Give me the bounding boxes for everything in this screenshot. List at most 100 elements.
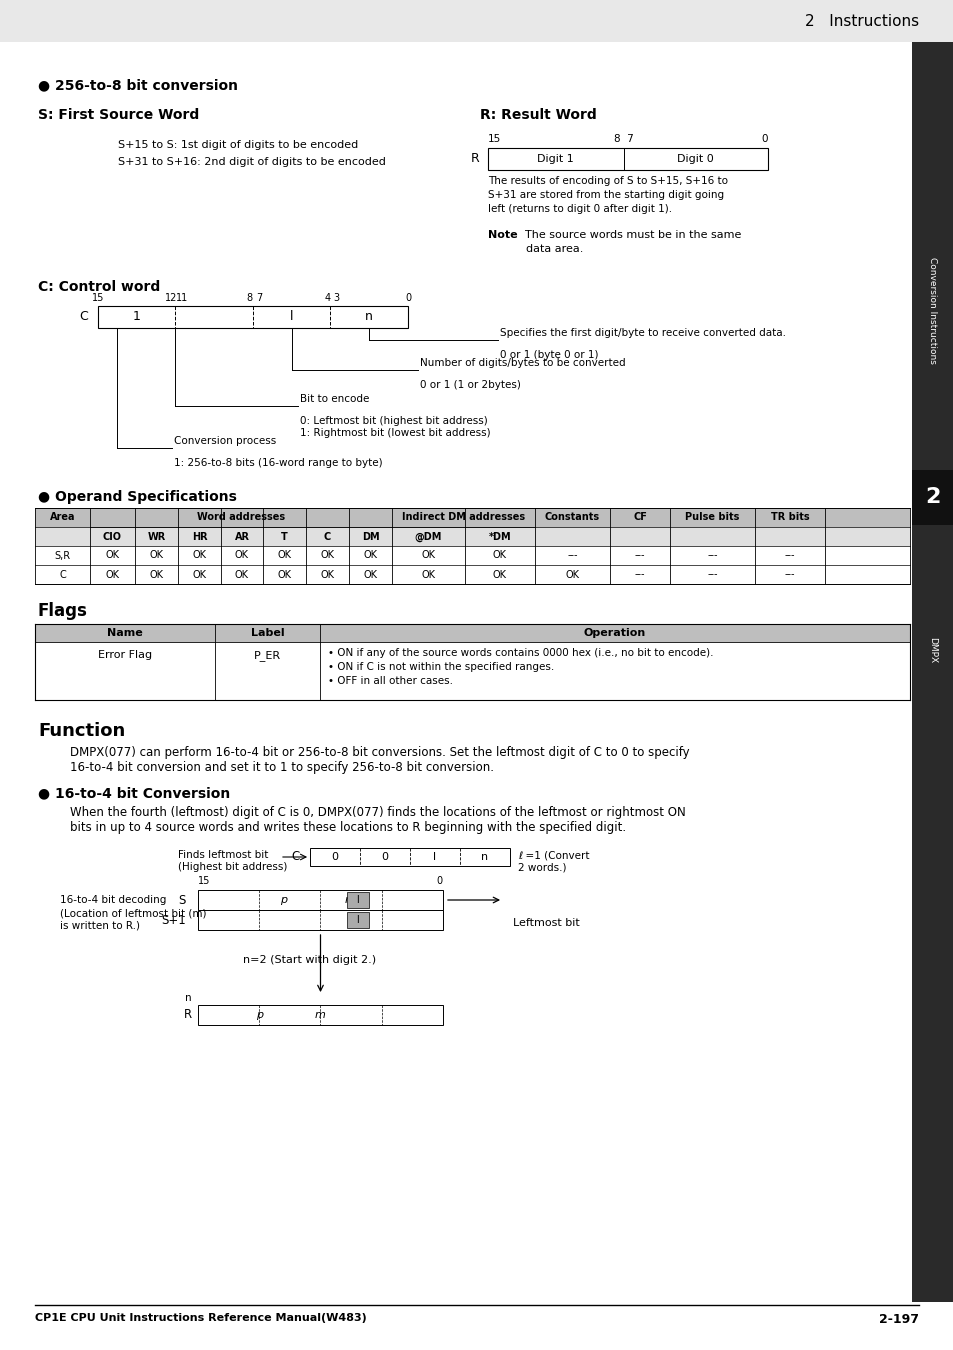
Text: OK: OK xyxy=(234,570,249,579)
Bar xyxy=(488,148,767,170)
Text: ---: --- xyxy=(784,570,795,579)
Text: Function: Function xyxy=(38,722,125,740)
Text: 2 words.): 2 words.) xyxy=(517,863,566,872)
Bar xyxy=(98,306,408,328)
Text: Pulse bits: Pulse bits xyxy=(684,513,739,522)
Text: 0: 0 xyxy=(436,876,442,886)
Text: 2   Instructions: 2 Instructions xyxy=(804,14,918,28)
Text: OK: OK xyxy=(363,551,377,560)
Text: 0 or 1 (byte 0 or 1): 0 or 1 (byte 0 or 1) xyxy=(499,350,598,360)
Text: R: R xyxy=(184,1008,192,1022)
Text: Name: Name xyxy=(107,628,143,639)
Text: 11: 11 xyxy=(175,293,188,302)
Text: OK: OK xyxy=(421,570,435,579)
Text: Specifies the first digit/byte to receive converted data.: Specifies the first digit/byte to receiv… xyxy=(499,328,785,338)
Text: OK: OK xyxy=(493,570,506,579)
Text: DM: DM xyxy=(361,532,379,541)
Text: n: n xyxy=(185,994,192,1003)
Text: 15: 15 xyxy=(91,293,104,302)
Bar xyxy=(198,890,442,910)
Text: CP1E CPU Unit Instructions Reference Manual(W483): CP1E CPU Unit Instructions Reference Man… xyxy=(35,1314,366,1323)
Text: Error Flag: Error Flag xyxy=(98,649,152,660)
Text: 0: 0 xyxy=(760,134,767,144)
Text: S+31 to S+16: 2nd digit of digits to be encoded: S+31 to S+16: 2nd digit of digits to be … xyxy=(118,157,385,167)
Text: S,R: S,R xyxy=(54,551,71,560)
Text: The source words must be in the same: The source words must be in the same xyxy=(517,230,740,240)
Text: S: First Source Word: S: First Source Word xyxy=(38,108,199,122)
Text: bits in up to 4 source words and writes these locations to R beginning with the : bits in up to 4 source words and writes … xyxy=(70,821,625,834)
Text: ● Operand Specifications: ● Operand Specifications xyxy=(38,490,236,504)
Text: 2: 2 xyxy=(924,487,940,508)
Text: S+1: S+1 xyxy=(161,914,186,926)
Bar xyxy=(911,470,953,525)
Text: m: m xyxy=(344,895,355,905)
Bar xyxy=(310,848,510,865)
Text: TR bits: TR bits xyxy=(770,513,808,522)
Text: data area.: data area. xyxy=(525,244,583,254)
Text: m: m xyxy=(314,1010,326,1021)
Text: Note: Note xyxy=(488,230,517,240)
Text: Conversion Instructions: Conversion Instructions xyxy=(927,256,937,363)
Text: 2-197: 2-197 xyxy=(878,1314,918,1326)
Text: ● 256-to-8 bit conversion: ● 256-to-8 bit conversion xyxy=(38,78,237,92)
Bar xyxy=(0,0,953,42)
Text: ---: --- xyxy=(784,551,795,560)
Text: 16-to-4 bit decoding: 16-to-4 bit decoding xyxy=(60,895,166,905)
Bar xyxy=(347,913,369,927)
Text: OK: OK xyxy=(277,570,292,579)
Text: 1: 256-to-8 bits (16-word range to byte): 1: 256-to-8 bits (16-word range to byte) xyxy=(173,458,382,468)
Text: OK: OK xyxy=(363,570,377,579)
Text: OK: OK xyxy=(320,551,335,560)
Text: OK: OK xyxy=(320,570,335,579)
Text: Digit 0: Digit 0 xyxy=(676,154,713,163)
Text: R: Result Word: R: Result Word xyxy=(479,108,597,122)
Text: DMPX(077) can perform 16-to-4 bit or 256-to-8 bit conversions. Set the leftmost : DMPX(077) can perform 16-to-4 bit or 256… xyxy=(70,747,689,759)
Text: WR: WR xyxy=(147,532,166,541)
Text: Flags: Flags xyxy=(38,602,88,620)
Text: OK: OK xyxy=(106,570,119,579)
Text: Number of digits/bytes to be converted: Number of digits/bytes to be converted xyxy=(419,358,625,369)
Text: CF: CF xyxy=(633,513,646,522)
Text: ● 16-to-4 bit Conversion: ● 16-to-4 bit Conversion xyxy=(38,786,230,801)
Bar xyxy=(35,508,909,526)
Text: S: S xyxy=(178,894,186,906)
Text: 8: 8 xyxy=(247,293,253,302)
Text: 3: 3 xyxy=(334,293,339,302)
Text: p: p xyxy=(280,895,287,905)
Text: HR: HR xyxy=(192,532,207,541)
Text: • OFF in all other cases.: • OFF in all other cases. xyxy=(328,676,453,686)
Text: C: C xyxy=(79,310,88,324)
Text: 0: Leftmost bit (highest bit address): 0: Leftmost bit (highest bit address) xyxy=(299,416,487,427)
Text: 7: 7 xyxy=(255,293,262,302)
Text: 4: 4 xyxy=(324,293,330,302)
Text: 0: 0 xyxy=(331,852,338,863)
Text: Leftmost bit: Leftmost bit xyxy=(513,918,579,927)
Text: ℓ =1 (Convert: ℓ =1 (Convert xyxy=(517,850,589,860)
Bar xyxy=(347,892,369,909)
Text: Constants: Constants xyxy=(544,513,599,522)
Text: n: n xyxy=(481,852,488,863)
Text: OK: OK xyxy=(150,551,163,560)
Text: p: p xyxy=(255,1010,262,1021)
Text: ---: --- xyxy=(706,551,717,560)
Text: C: C xyxy=(59,570,66,579)
Text: OK: OK xyxy=(565,570,578,579)
Text: S+15 to S: 1st digit of digits to be encoded: S+15 to S: 1st digit of digits to be enc… xyxy=(118,140,358,150)
Text: l: l xyxy=(356,915,359,925)
Text: 15: 15 xyxy=(198,876,211,886)
Text: (Highest bit address): (Highest bit address) xyxy=(178,863,287,872)
Text: Area: Area xyxy=(50,513,75,522)
Text: 16-to-4 bit conversion and set it to 1 to specify 256-to-8 bit conversion.: 16-to-4 bit conversion and set it to 1 t… xyxy=(70,761,494,774)
Text: 0: 0 xyxy=(381,852,388,863)
Text: C: Control word: C: Control word xyxy=(38,279,160,294)
Text: ---: --- xyxy=(634,570,644,579)
Text: *DM: *DM xyxy=(488,532,511,541)
Text: 1: Rightmost bit (lowest bit address): 1: Rightmost bit (lowest bit address) xyxy=(299,428,490,437)
Text: Label: Label xyxy=(251,628,284,639)
Text: OK: OK xyxy=(277,551,292,560)
Text: 15: 15 xyxy=(488,134,500,144)
Text: 12: 12 xyxy=(165,293,177,302)
Bar xyxy=(35,624,909,643)
Text: OK: OK xyxy=(234,551,249,560)
Text: OK: OK xyxy=(493,551,506,560)
